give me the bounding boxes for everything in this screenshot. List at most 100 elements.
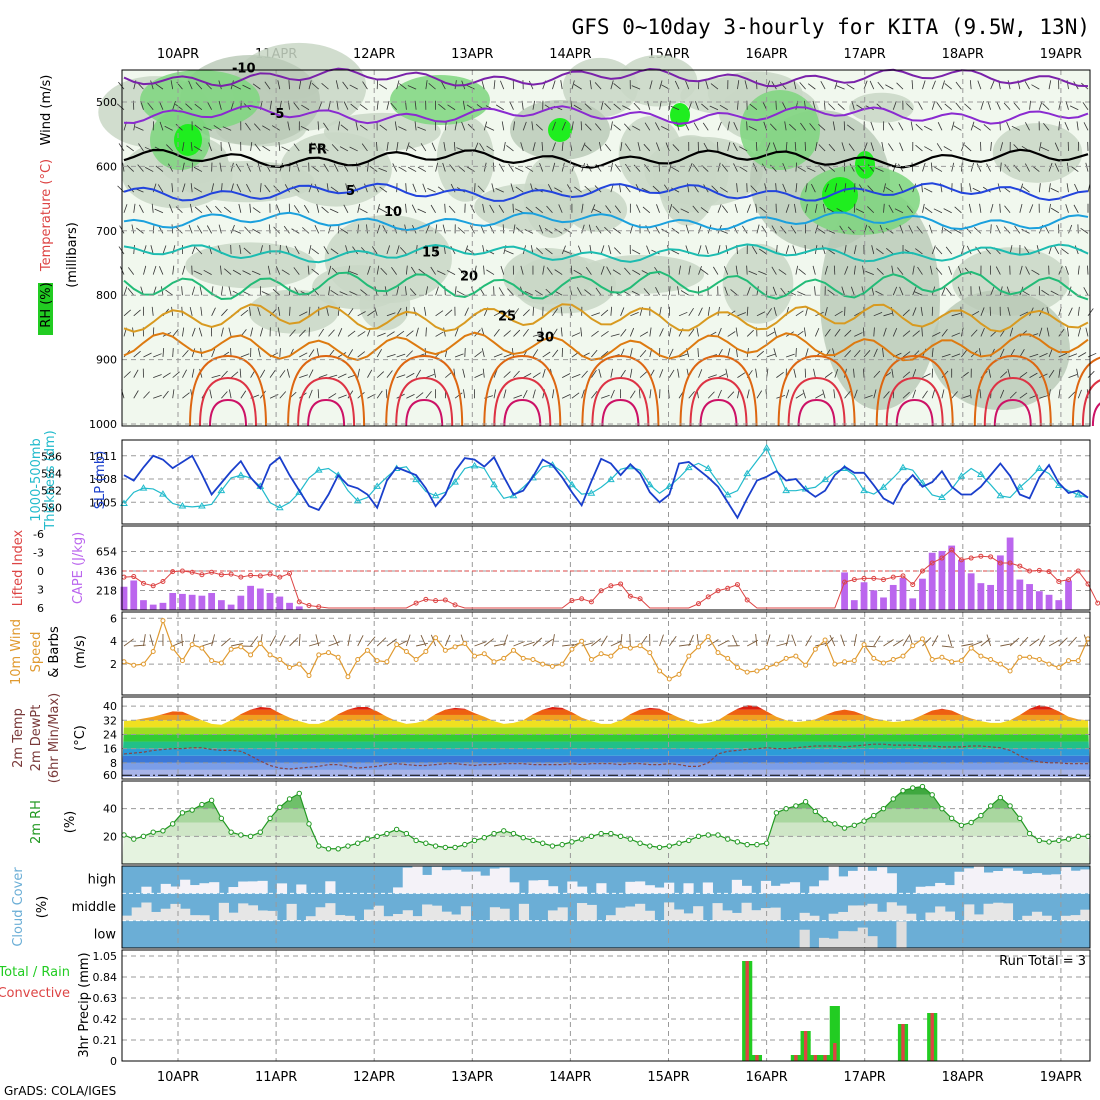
cloud-middle [218,902,229,921]
wind-barb [347,308,354,317]
rh-marker [1036,837,1043,844]
y-tick-label: 16 [103,743,117,756]
cloud-middle [625,906,636,921]
wind-barb [190,141,193,151]
wind-barb [118,81,125,90]
wind-barb [409,288,417,296]
wind-barb [1011,125,1021,131]
wind-barb [693,122,699,131]
wind-barb [670,249,680,255]
wind-barb [257,348,261,358]
wind-barb [420,143,427,152]
wind-barb [795,183,798,193]
cape-bar [928,552,936,610]
wind-barb [979,203,982,213]
contour-label: 20 [460,270,478,285]
wind-barb [133,369,139,378]
wind-barb [461,121,466,131]
wind-barb [899,224,904,234]
cape-bar [247,585,254,610]
wind-barb [166,144,173,152]
wind-barb [800,122,806,131]
contour-label: 30 [536,331,554,346]
wind-barb [766,308,772,317]
rh-marker [228,829,234,835]
surface-temp-contour [405,398,444,427]
wind-barb [272,288,281,296]
wind-barb-10m [221,637,231,647]
wind-barb [1054,142,1060,152]
wind-barb [278,141,281,151]
wind-barb [185,103,193,111]
wind-barb [386,141,389,152]
cloud-middle [944,911,955,921]
wind-barb [522,309,530,317]
wind-barb [794,203,797,213]
y-tick-label: 40 [103,700,117,713]
wind-barb [671,166,680,172]
lifted-index-marker [949,547,955,553]
wind-barb [820,81,826,90]
wind-barb [736,183,738,193]
rh-marker [802,799,809,805]
wind-barb [916,226,923,234]
date-label-bottom: 13APR [451,1070,493,1085]
cloud-high [247,881,259,894]
wind-barb [571,121,574,131]
wind-barb [717,389,722,399]
thickness-marker [159,490,167,497]
cloud-high [296,884,307,894]
wind-barb [1038,183,1041,193]
cloud-middle [906,913,917,921]
wind-barb [357,224,359,234]
wind-barb [769,123,777,131]
wind-speed-marker [355,657,361,663]
cloud-middle [441,911,452,921]
wind-barb [605,205,612,214]
thickness-marker [412,475,421,483]
wind-speed-marker [559,661,565,667]
wind-barb [435,310,444,317]
wind-barb [951,313,961,317]
wind-barb [988,368,992,378]
wind-barb [922,203,925,213]
wind-barb-10m [1019,636,1029,647]
wind-barb [299,374,308,379]
wind-barb [396,353,406,358]
thickness-marker [1074,490,1083,498]
rh-marker [384,830,390,837]
wind-barb [328,329,335,337]
wind-barb-10m [328,641,340,647]
wind-speed-marker [316,652,322,658]
rh-shading-bright [822,177,858,213]
wind-barb [525,206,534,214]
wind-barb [376,265,380,275]
wind-barb [717,373,727,378]
wind-barb [133,244,135,255]
temp-band [122,762,1090,770]
wind-barb [892,286,898,296]
cloud-high [441,870,452,894]
wind-barb [629,224,634,234]
wind-barb [347,349,354,358]
wind-barb [875,167,884,172]
wind-barb [433,368,436,378]
wind-barb [240,309,249,317]
wind-barb [746,389,750,399]
wind-barb [795,348,797,358]
wind-barb [746,286,751,296]
wind-barb [147,102,154,110]
wind-barb [262,145,271,152]
wind-barb [584,144,592,152]
wind-barb [1004,205,1011,214]
wind-barb [945,287,952,296]
rh-marker [335,846,341,852]
cloud-middle [664,902,675,921]
thickness-marker [431,491,440,499]
wind-barb [1009,327,1014,337]
wind-barb [374,307,378,316]
wind-barb [986,163,991,172]
wind-barb [929,265,933,275]
